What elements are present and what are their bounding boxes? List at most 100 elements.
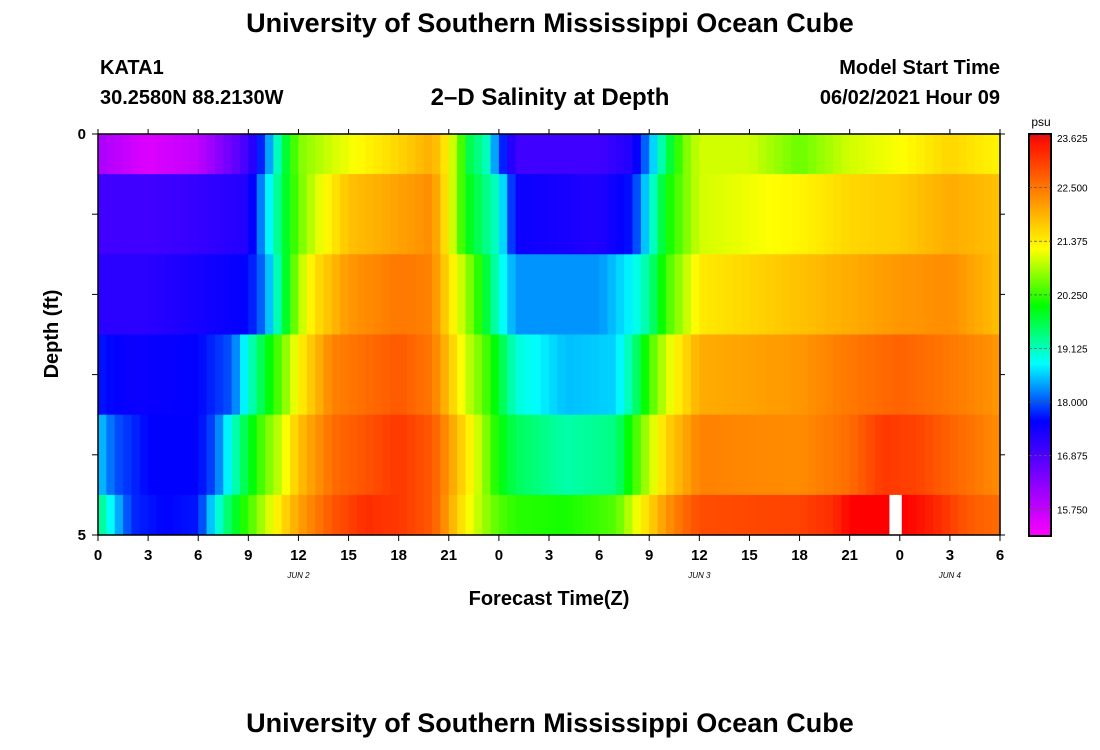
heat-cell <box>323 494 333 536</box>
x-axis-label: Forecast Time(Z) <box>469 588 630 610</box>
heat-cell <box>381 414 391 496</box>
heat-cell <box>273 134 283 175</box>
heat-cell <box>974 334 984 416</box>
heat-cell <box>966 254 976 335</box>
heat-cell <box>782 134 792 175</box>
heat-cell <box>732 494 742 536</box>
heat-cell <box>331 134 341 175</box>
heat-cell <box>231 254 241 335</box>
heat-cell <box>273 254 283 335</box>
heat-cell <box>373 174 383 255</box>
heat-cell <box>214 134 224 175</box>
heat-cell <box>574 334 584 416</box>
x-tick-label: 3 <box>144 547 152 564</box>
heat-cell <box>858 134 867 175</box>
heat-cell <box>841 134 851 175</box>
heat-cell <box>958 134 968 175</box>
heat-cell <box>98 334 107 416</box>
missing-data-cell <box>889 494 902 535</box>
x-tick-label: 12 <box>691 547 708 564</box>
heat-cell <box>682 134 692 175</box>
heat-cell <box>156 334 166 416</box>
heat-cell <box>549 254 558 335</box>
heat-cell <box>473 414 483 496</box>
heat-cell <box>123 494 133 536</box>
heat-cell <box>657 334 667 416</box>
heat-cell <box>498 174 508 255</box>
heat-cell <box>231 494 241 536</box>
heat-cell <box>323 134 333 175</box>
heat-cell <box>732 254 742 335</box>
heat-cell <box>866 174 876 255</box>
heat-cell <box>766 494 776 536</box>
heat-cell <box>590 174 600 255</box>
heat-cell <box>398 494 408 536</box>
heat-cell <box>741 134 751 175</box>
heat-cell <box>148 494 158 536</box>
heat-cell <box>749 174 759 255</box>
heat-cell <box>523 414 533 496</box>
heat-cell <box>549 414 558 496</box>
heat-cell <box>198 254 208 335</box>
heat-cell <box>858 254 867 335</box>
heat-cell <box>214 254 224 335</box>
heat-cell <box>440 254 450 335</box>
heat-cell <box>565 494 575 536</box>
heat-cell <box>248 414 258 496</box>
heat-cell <box>189 414 199 496</box>
heat-cell <box>557 174 567 255</box>
heat-cell <box>106 174 116 255</box>
heat-cell <box>239 414 249 496</box>
colorbar-tick-label: 18.000 <box>1057 398 1088 409</box>
heat-cell <box>941 134 951 175</box>
heat-cell <box>181 414 191 496</box>
heat-cell <box>557 414 567 496</box>
heat-cell <box>841 414 851 496</box>
heat-cell <box>908 414 918 496</box>
heat-cell <box>791 134 801 175</box>
day-label: JUN 2 <box>286 571 310 580</box>
heat-cell <box>198 134 208 175</box>
heat-cell <box>415 414 425 496</box>
heat-cell <box>732 174 742 255</box>
heat-cell <box>883 414 893 496</box>
heat-cell <box>432 334 442 416</box>
heat-cell <box>916 414 926 496</box>
heat-cell <box>523 254 533 335</box>
heat-cell <box>498 414 508 496</box>
y-tick-label: 0 <box>78 126 86 143</box>
heat-cell <box>741 174 751 255</box>
heat-cell <box>991 174 1001 255</box>
heat-cell <box>615 334 625 416</box>
heat-cell <box>933 254 943 335</box>
heat-cell <box>707 414 717 496</box>
heat-cell <box>690 134 700 175</box>
heat-cell <box>682 254 692 335</box>
heat-cell <box>991 254 1001 335</box>
heat-cell <box>699 334 709 416</box>
heat-cell <box>407 134 416 175</box>
heat-cell <box>407 174 416 255</box>
heat-cell <box>741 494 751 536</box>
heat-cell <box>799 254 809 335</box>
heat-cell <box>983 174 993 255</box>
heat-cell <box>415 494 425 536</box>
heat-cell <box>423 334 433 416</box>
heat-cell <box>841 174 851 255</box>
heat-cell <box>983 254 993 335</box>
heat-cell <box>306 174 316 255</box>
heat-cell <box>515 134 525 175</box>
heat-cell <box>131 174 141 255</box>
heat-cell <box>248 254 258 335</box>
heat-cell <box>640 334 650 416</box>
day-label: JUN 4 <box>938 571 962 580</box>
heat-cell <box>549 134 558 175</box>
heat-cell <box>607 414 617 496</box>
heat-cell <box>298 134 308 175</box>
heat-cell <box>373 334 383 416</box>
x-tick-label: 6 <box>194 547 202 564</box>
heat-cell <box>148 254 158 335</box>
heat-cell <box>866 334 876 416</box>
heat-cell <box>281 254 291 335</box>
colorbar-tick-label: 21.375 <box>1057 237 1088 248</box>
